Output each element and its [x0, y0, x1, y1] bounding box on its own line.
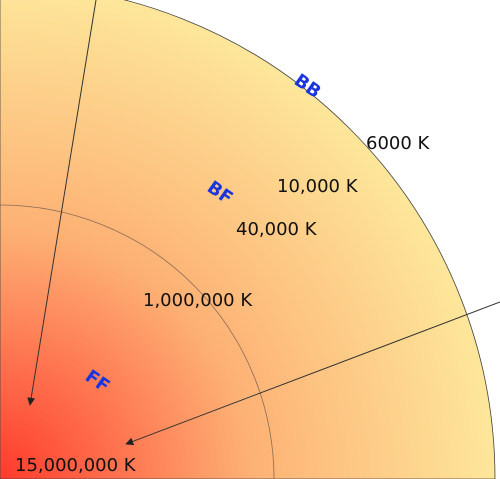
- temperature-label-1000000: 1,000,000 K: [143, 290, 253, 311]
- temperature-label-6000: 6000 K: [366, 133, 431, 154]
- inner-boundary-arc: [0, 204, 275, 479]
- temperature-label-15000000: 15,000,000 K: [15, 455, 137, 476]
- arrow-to-core-vertical: [27, 0, 97, 406]
- temperature-label-10000: 10,000 K: [277, 176, 359, 197]
- arrow-to-core-horizontal: [125, 301, 500, 446]
- temperature-label-40000: 40,000 K: [236, 219, 318, 240]
